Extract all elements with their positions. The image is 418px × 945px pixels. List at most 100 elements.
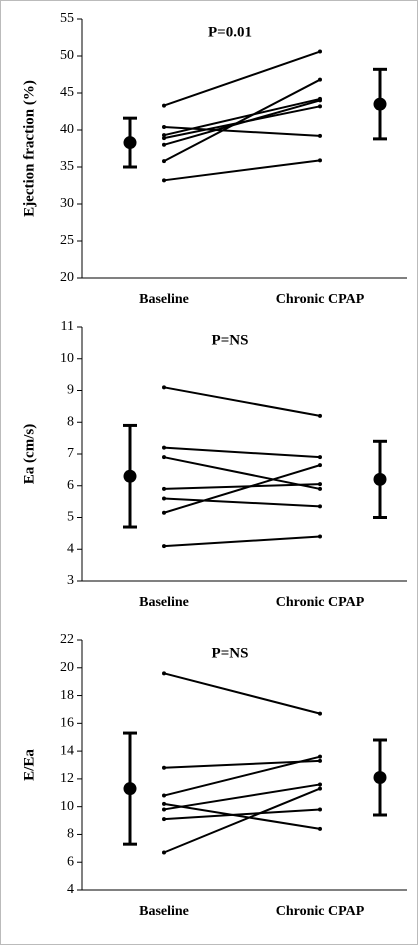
subject-point [318, 49, 322, 54]
subject-point [318, 413, 322, 418]
y-tick-label: 30 [60, 196, 74, 211]
subject-line [163, 483, 321, 490]
subject-point [162, 793, 166, 798]
mean-point [373, 97, 387, 111]
subject-point [162, 103, 166, 108]
subject-point [318, 98, 322, 103]
subject-point [162, 544, 166, 549]
y-tick-label: 5 [67, 510, 74, 525]
subject-line [163, 497, 321, 508]
subject-line [163, 456, 321, 490]
mean-point [373, 771, 387, 784]
subject-line [163, 464, 321, 514]
subject-point [162, 510, 166, 515]
y-tick-label: 6 [67, 854, 74, 869]
mean-point [123, 469, 137, 483]
subject-point [318, 455, 322, 460]
subject-line [163, 446, 321, 459]
subject-point [318, 807, 322, 812]
subject-point [162, 133, 166, 138]
subject-point [318, 158, 322, 163]
subject-line [163, 386, 321, 417]
subject-line [163, 78, 321, 162]
y-tick-label: 40 [60, 122, 74, 137]
annotation: P=NS [212, 332, 249, 348]
subject-line [163, 672, 321, 715]
subject-point [162, 765, 166, 770]
y-tick-label: 11 [61, 319, 74, 334]
y-tick-label: 18 [60, 688, 74, 703]
y-axis-label: Ejection fraction (%) [21, 80, 37, 217]
y-tick-label: 4 [67, 541, 74, 556]
subject-line [163, 755, 321, 797]
y-tick-label: 20 [60, 660, 74, 675]
subject-line [163, 159, 321, 182]
subject-point [318, 534, 322, 539]
subject-point [318, 504, 322, 509]
subject-point [318, 133, 322, 138]
mean-point [123, 136, 137, 150]
subject-line [163, 50, 321, 107]
subject-point [162, 142, 166, 147]
subject-point [318, 463, 322, 468]
y-tick-label: 25 [60, 233, 74, 248]
subject-point [162, 850, 166, 855]
subject-point [162, 136, 166, 141]
y-axis-label: Ea (cm/s) [21, 424, 37, 484]
y-axis-label: E/Ea [21, 749, 37, 781]
subject-point [162, 385, 166, 390]
subject-line [163, 97, 321, 137]
subject-point [318, 486, 322, 491]
subject-line [163, 787, 321, 854]
y-tick-label: 12 [60, 771, 74, 786]
annotation: P=0.01 [208, 24, 252, 40]
x-tick-label: Baseline [139, 595, 189, 610]
subject-point [162, 817, 166, 822]
y-tick-label: 22 [60, 632, 74, 647]
subject-point [162, 125, 166, 130]
subject-line [163, 99, 321, 146]
y-tick-label: 7 [67, 446, 74, 461]
subject-line [163, 535, 321, 548]
y-tick-label: 4 [67, 882, 74, 897]
subject-line [163, 802, 321, 830]
mean-point [123, 782, 137, 796]
subject-point [162, 178, 166, 183]
subject-point [318, 711, 322, 716]
y-tick-label: 50 [60, 48, 74, 63]
subject-point [318, 754, 322, 759]
x-tick-label: Baseline [139, 904, 189, 919]
subject-point [318, 482, 322, 487]
y-tick-label: 9 [67, 383, 74, 398]
subject-point [162, 807, 166, 812]
y-tick-label: 55 [60, 11, 74, 26]
subject-point [162, 159, 166, 164]
y-tick-label: 8 [67, 827, 74, 842]
x-tick-label: Chronic CPAP [276, 904, 365, 919]
y-tick-label: 14 [60, 743, 74, 758]
mean-point [373, 472, 387, 486]
subject-point [162, 496, 166, 501]
subject-line [163, 759, 321, 769]
subject-point [162, 801, 166, 806]
subject-point [162, 455, 166, 460]
y-tick-label: 8 [67, 414, 74, 429]
y-tick-label: 35 [60, 159, 74, 174]
y-tick-label: 10 [60, 351, 74, 366]
x-tick-label: Chronic CPAP [276, 595, 365, 610]
subject-point [318, 786, 322, 791]
subject-point [318, 77, 322, 82]
x-tick-label: Baseline [139, 292, 189, 307]
y-tick-label: 6 [67, 478, 74, 493]
annotation: P=NS [212, 645, 249, 661]
subject-point [162, 671, 166, 676]
subject-point [318, 782, 322, 787]
subject-point [162, 445, 166, 450]
y-tick-label: 10 [60, 799, 74, 814]
y-tick-label: 3 [67, 573, 74, 588]
y-tick-label: 16 [60, 716, 74, 731]
y-tick-label: 45 [60, 85, 74, 100]
